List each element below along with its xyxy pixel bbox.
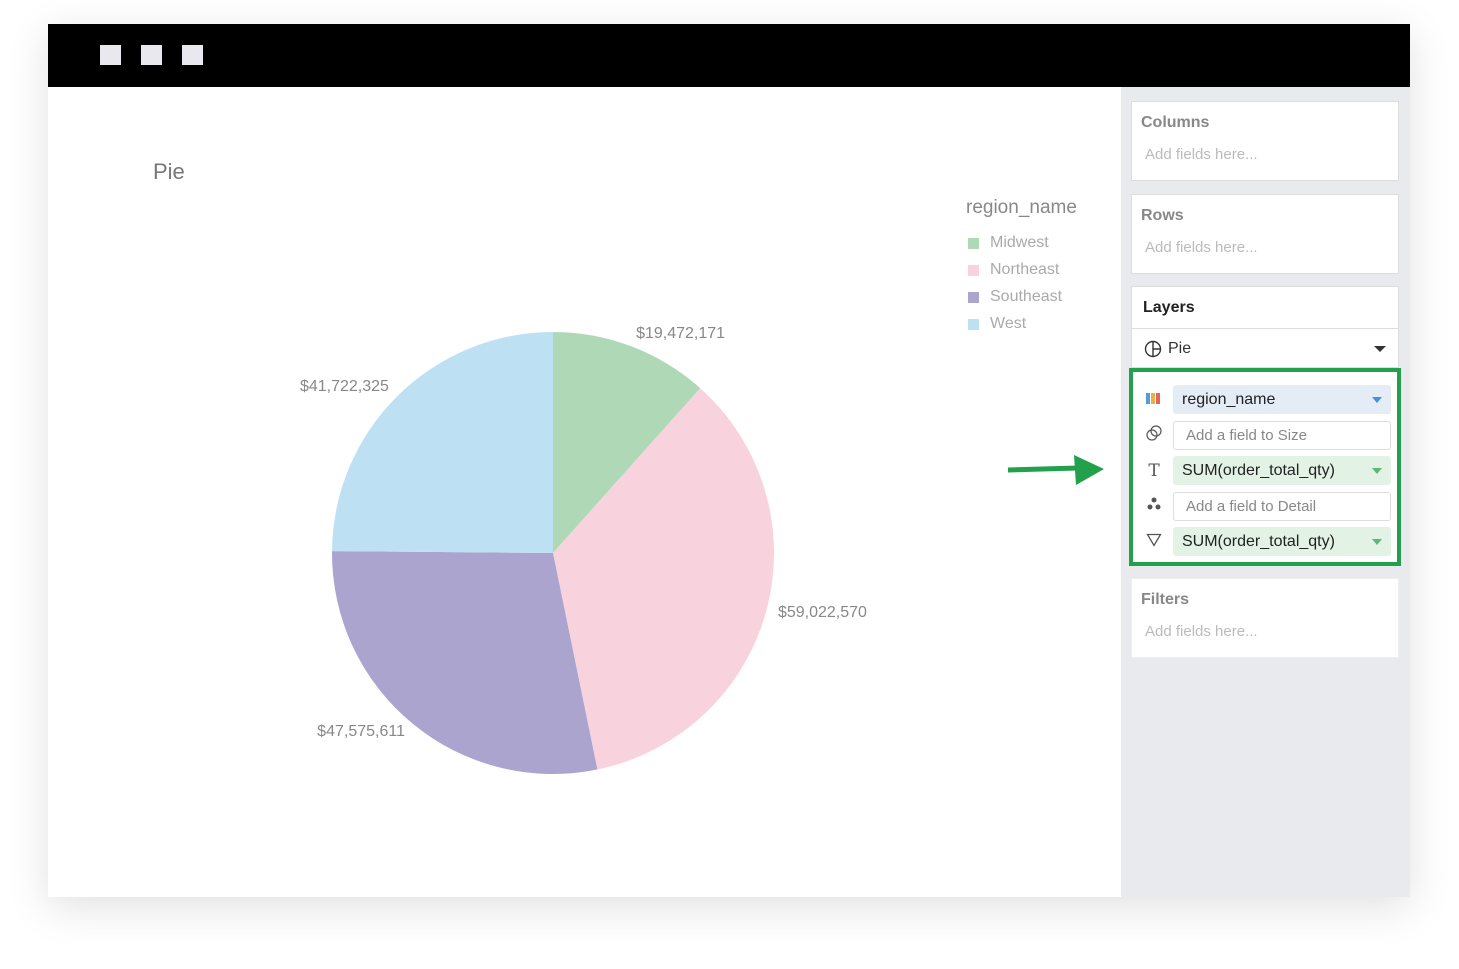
legend-label: Northeast <box>990 261 1060 278</box>
legend-swatch <box>968 291 979 303</box>
chevron-down-icon[interactable] <box>1372 538 1382 545</box>
legend-item-west[interactable]: West <box>968 315 1026 333</box>
tooltip-icon <box>1143 533 1165 551</box>
text-field-pill[interactable]: SUM(order_total_qty) <box>1173 456 1391 486</box>
layer-type-label: Pie <box>1168 339 1192 357</box>
window-control[interactable] <box>141 45 162 65</box>
color-field-pill[interactable]: region_name <box>1173 385 1391 415</box>
text-icon: T <box>1148 460 1160 481</box>
columns-title: Columns <box>1141 114 1210 131</box>
filters-placeholder[interactable]: Add fields here... <box>1145 623 1258 640</box>
pill-label: region_name <box>1182 390 1276 408</box>
pill-label: Add a field to Detail <box>1186 497 1317 515</box>
pie-slice-southeast[interactable] <box>331 551 598 774</box>
filters-title: Filters <box>1141 591 1190 608</box>
chart-area: Pie $19,472,171 $59,022,570 $47,575,611 $41… <box>48 87 1121 897</box>
data-label: $59,022,570 <box>777 603 867 621</box>
encoding-color: region_name <box>1143 382 1391 418</box>
size-field-dropzone[interactable]: Add a field to Size <box>1173 420 1391 450</box>
legend-item-midwest[interactable]: Midwest <box>968 234 1049 252</box>
pie-slice-northeast[interactable] <box>553 388 775 770</box>
legend-title: region_name <box>966 197 1077 218</box>
pill-label: SUM(order_total_qty) <box>1182 461 1335 479</box>
chart-title: Pie <box>153 159 185 184</box>
encoding-tooltip: SUM(order_total_qty) <box>1143 524 1391 560</box>
legend-swatch <box>968 237 979 249</box>
size-icon <box>1143 425 1165 445</box>
rows-shelf[interactable]: Rows Add fields here... <box>1131 194 1399 274</box>
data-label: $19,472,171 <box>636 325 726 343</box>
legend-item-southeast[interactable]: Southeast <box>968 288 1062 306</box>
pie-slice-west[interactable] <box>332 332 553 553</box>
legend-label: West <box>990 315 1027 332</box>
encoding-detail: Add a field to Detail <box>1143 489 1391 525</box>
arrow-icon <box>1007 455 1104 485</box>
chevron-down-icon[interactable] <box>1372 396 1382 403</box>
legend-item-northeast[interactable]: Northeast <box>968 261 1059 279</box>
layers-panel: Layers Pie <box>1131 286 1399 368</box>
app-window: Pie $19,472,171 $59,022,570 $47,575,611 $41… <box>48 24 1410 897</box>
detail-icon <box>1143 496 1165 516</box>
layers-title: Layers <box>1143 299 1195 316</box>
encoding-panel: region_name Add a field to Size T SUM(or… <box>1129 368 1401 566</box>
title-bar <box>48 24 1410 87</box>
sidebar: Columns Add fields here... Rows Add fiel… <box>1121 87 1410 897</box>
chevron-down-icon[interactable] <box>1372 467 1382 474</box>
detail-field-dropzone[interactable]: Add a field to Detail <box>1173 491 1391 521</box>
pill-label: SUM(order_total_qty) <box>1182 532 1335 550</box>
pie-chart <box>331 332 775 774</box>
window-control[interactable] <box>182 45 203 65</box>
tooltip-field-pill[interactable]: SUM(order_total_qty) <box>1173 527 1391 557</box>
columns-placeholder[interactable]: Add fields here... <box>1145 146 1258 163</box>
encoding-size: Add a field to Size <box>1143 418 1391 454</box>
pie-icon <box>1144 340 1162 357</box>
rows-title: Rows <box>1141 207 1184 224</box>
color-icon <box>1143 391 1165 408</box>
legend-label: Southeast <box>990 288 1063 305</box>
rows-placeholder[interactable]: Add fields here... <box>1145 239 1258 256</box>
legend-swatch <box>968 318 979 330</box>
legend-swatch <box>968 264 979 276</box>
data-label: $41,722,325 <box>299 377 389 395</box>
encoding-text: T SUM(order_total_qty) <box>1143 453 1391 489</box>
pie-slice-midwest[interactable] <box>553 332 701 553</box>
layer-type-select[interactable]: Pie <box>1132 328 1398 368</box>
window-control[interactable] <box>100 45 121 65</box>
columns-shelf[interactable]: Columns Add fields here... <box>1131 101 1399 181</box>
pill-label: Add a field to Size <box>1186 426 1307 444</box>
chevron-down-icon[interactable] <box>1374 345 1386 352</box>
filters-shelf[interactable]: Filters Add fields here... <box>1131 578 1399 658</box>
data-label: $47,575,611 <box>317 722 405 740</box>
legend-label: Midwest <box>990 234 1049 251</box>
